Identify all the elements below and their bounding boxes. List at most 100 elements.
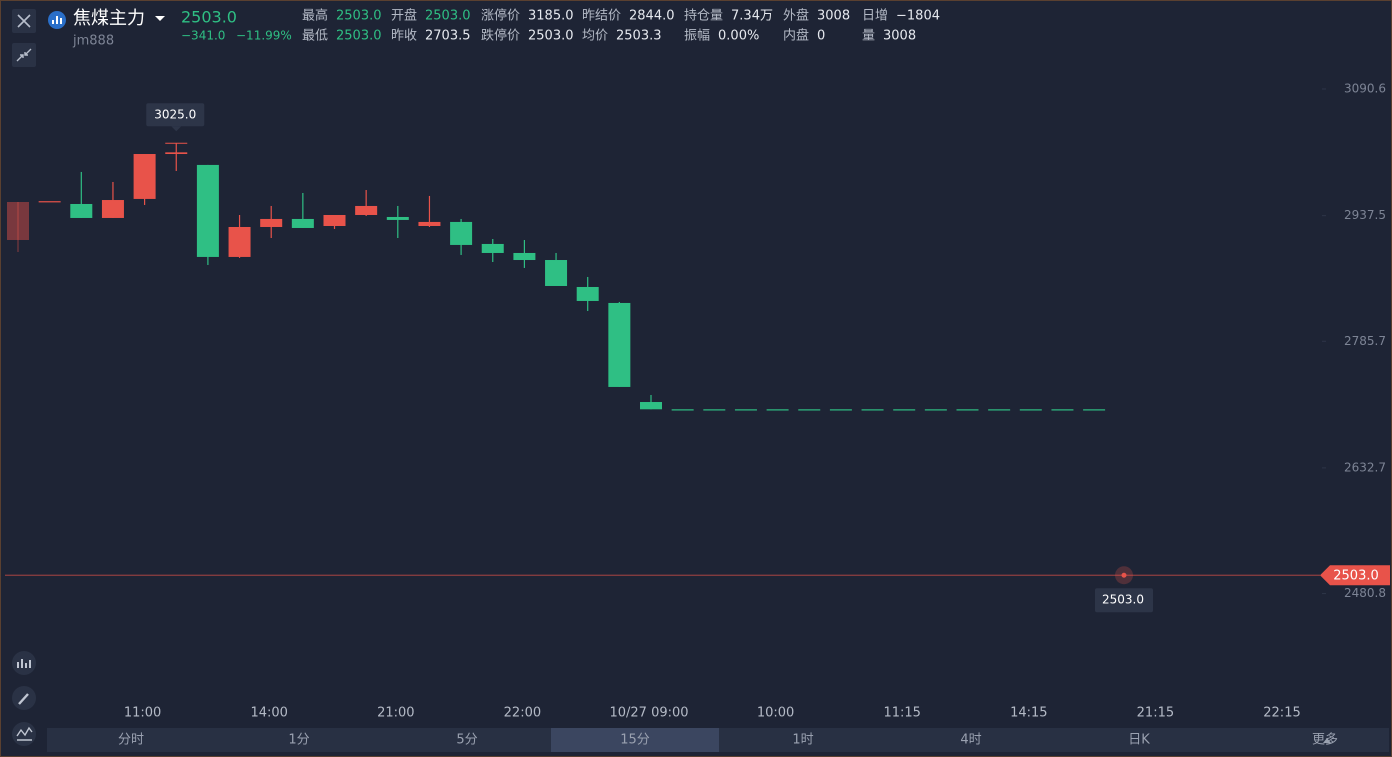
last-price: 2503.0 <box>181 8 237 27</box>
quote-value: 2844.0 <box>629 9 675 24</box>
candle-body <box>576 286 599 301</box>
candle-body <box>7 202 29 240</box>
quote-label: 跌停价 <box>481 28 520 44</box>
dropdown-arrow[interactable] <box>155 16 165 21</box>
candle-body <box>291 218 314 228</box>
candle-body <box>70 203 93 218</box>
last-price-tag-label: 2503.0 <box>1333 569 1379 584</box>
indicator-icon <box>17 659 31 668</box>
candle-body <box>893 409 916 411</box>
period-tab[interactable]: 日K <box>1128 733 1150 748</box>
quote-label: 最低 <box>302 29 328 44</box>
candle-body <box>260 218 283 227</box>
quote-label: 昨收 <box>391 29 417 44</box>
candle-body <box>734 409 757 411</box>
y-tick-label: 2937.5 <box>1344 208 1386 222</box>
y-tick-label: 2480.8 <box>1344 586 1386 600</box>
quote-label: 开盘 <box>391 8 417 24</box>
x-tick-label: 22:00 <box>504 706 541 721</box>
candle-body <box>323 214 346 226</box>
candle-body <box>671 409 694 411</box>
x-tick-label: 11:00 <box>124 706 161 721</box>
period-tab[interactable]: 1时 <box>792 733 813 748</box>
max-tooltip-label: 3025.0 <box>154 108 196 122</box>
quote-label: 均价 <box>582 29 608 44</box>
candle-body <box>924 409 947 411</box>
x-tick-label: 22:15 <box>1263 706 1300 721</box>
candle-body <box>228 226 251 257</box>
quote-panel: 最高 2503.0 开盘 2503.0 涨停价 3185.0 昨结价 2844.0 持仓量 7.3… <box>302 8 940 44</box>
quote-label: 日增 <box>862 9 888 24</box>
quote-value: 0 <box>817 29 825 44</box>
candle-body <box>703 409 726 411</box>
max-tooltip-pointer <box>171 126 182 132</box>
period-tab[interactable]: 分时 <box>118 733 144 748</box>
y-tick-label: 3090.6 <box>1344 81 1386 95</box>
period-tab[interactable]: 更多 <box>1312 732 1338 748</box>
candle-body <box>386 216 409 220</box>
x-tick-label: 11:15 <box>883 706 920 721</box>
quote-value: 3008 <box>817 9 850 24</box>
candle-body <box>513 252 536 261</box>
chart-type-icon <box>16 726 33 741</box>
quote-value: 2503.0 <box>336 29 382 44</box>
candle-body <box>798 409 821 411</box>
cursor-tooltip-label: 2503.0 <box>1102 593 1144 607</box>
draw-icon <box>18 693 29 705</box>
candle-body <box>38 201 61 203</box>
y-tick-label: 2632.7 <box>1344 460 1386 474</box>
quote-value: 3008 <box>883 29 916 44</box>
period-tab-active[interactable] <box>551 728 719 752</box>
candle-body <box>608 302 631 387</box>
candle-body <box>196 164 219 257</box>
x-tick-label: 10:00 <box>757 706 794 721</box>
candle-body <box>861 409 884 411</box>
left-tools <box>12 651 36 746</box>
price-change-pct: −11.99% <box>236 29 292 43</box>
candle-body <box>1051 409 1074 411</box>
period-tab[interactable]: 4时 <box>960 733 981 748</box>
period-tab[interactable]: 1分 <box>288 733 309 748</box>
candle-body <box>1019 409 1042 411</box>
candle-body <box>766 409 789 411</box>
period-bar: 分时 1分 5分 15分 1时 4时 日K 更多 <box>47 728 1389 752</box>
quote-value: 2503.0 <box>425 9 471 24</box>
quote-value: 3185.0 <box>528 9 574 24</box>
indicator-button[interactable] <box>12 651 36 675</box>
shrink-icon <box>16 48 32 62</box>
quote-value: −1804 <box>896 9 940 24</box>
candle-body <box>956 409 979 411</box>
quote-label: 最高 <box>302 8 328 24</box>
candle-body <box>988 409 1011 411</box>
quote-label: 昨结价 <box>582 9 621 24</box>
close-icon <box>17 14 31 28</box>
candle-body <box>545 260 568 286</box>
candle-body <box>829 409 852 411</box>
max-tooltip <box>146 103 205 127</box>
period-tab[interactable]: 15分 <box>620 733 650 748</box>
quote-value: 2503.0 <box>528 29 574 44</box>
quote-label: 持仓量 <box>684 9 723 24</box>
price-change: −341.0 <box>181 29 225 43</box>
symbol-name[interactable]: 焦煤主力 <box>73 8 145 29</box>
quote-label: 涨停价 <box>481 8 520 24</box>
quote-value: 2703.5 <box>425 29 471 44</box>
x-tick-label: 14:00 <box>250 706 287 721</box>
symbol-code: jm888 <box>72 34 114 49</box>
candle-body <box>640 402 662 410</box>
quote-label: 内盘 <box>783 28 809 44</box>
candle-body <box>418 221 441 226</box>
cursor-dot <box>1121 572 1127 578</box>
shrink-button[interactable] <box>12 43 36 67</box>
period-tab[interactable]: 5分 <box>456 733 477 748</box>
symbol-icon-bars <box>52 16 62 24</box>
candle-body <box>450 221 473 245</box>
candle-body <box>355 205 378 215</box>
quote-value: 7.34万 <box>731 9 773 24</box>
x-tick-label: 14:15 <box>1010 706 1047 721</box>
quote-label: 振幅 <box>684 29 710 44</box>
x-tick-label: 10/27 09:00 <box>609 706 688 721</box>
more-arrow[interactable] <box>1323 738 1331 743</box>
